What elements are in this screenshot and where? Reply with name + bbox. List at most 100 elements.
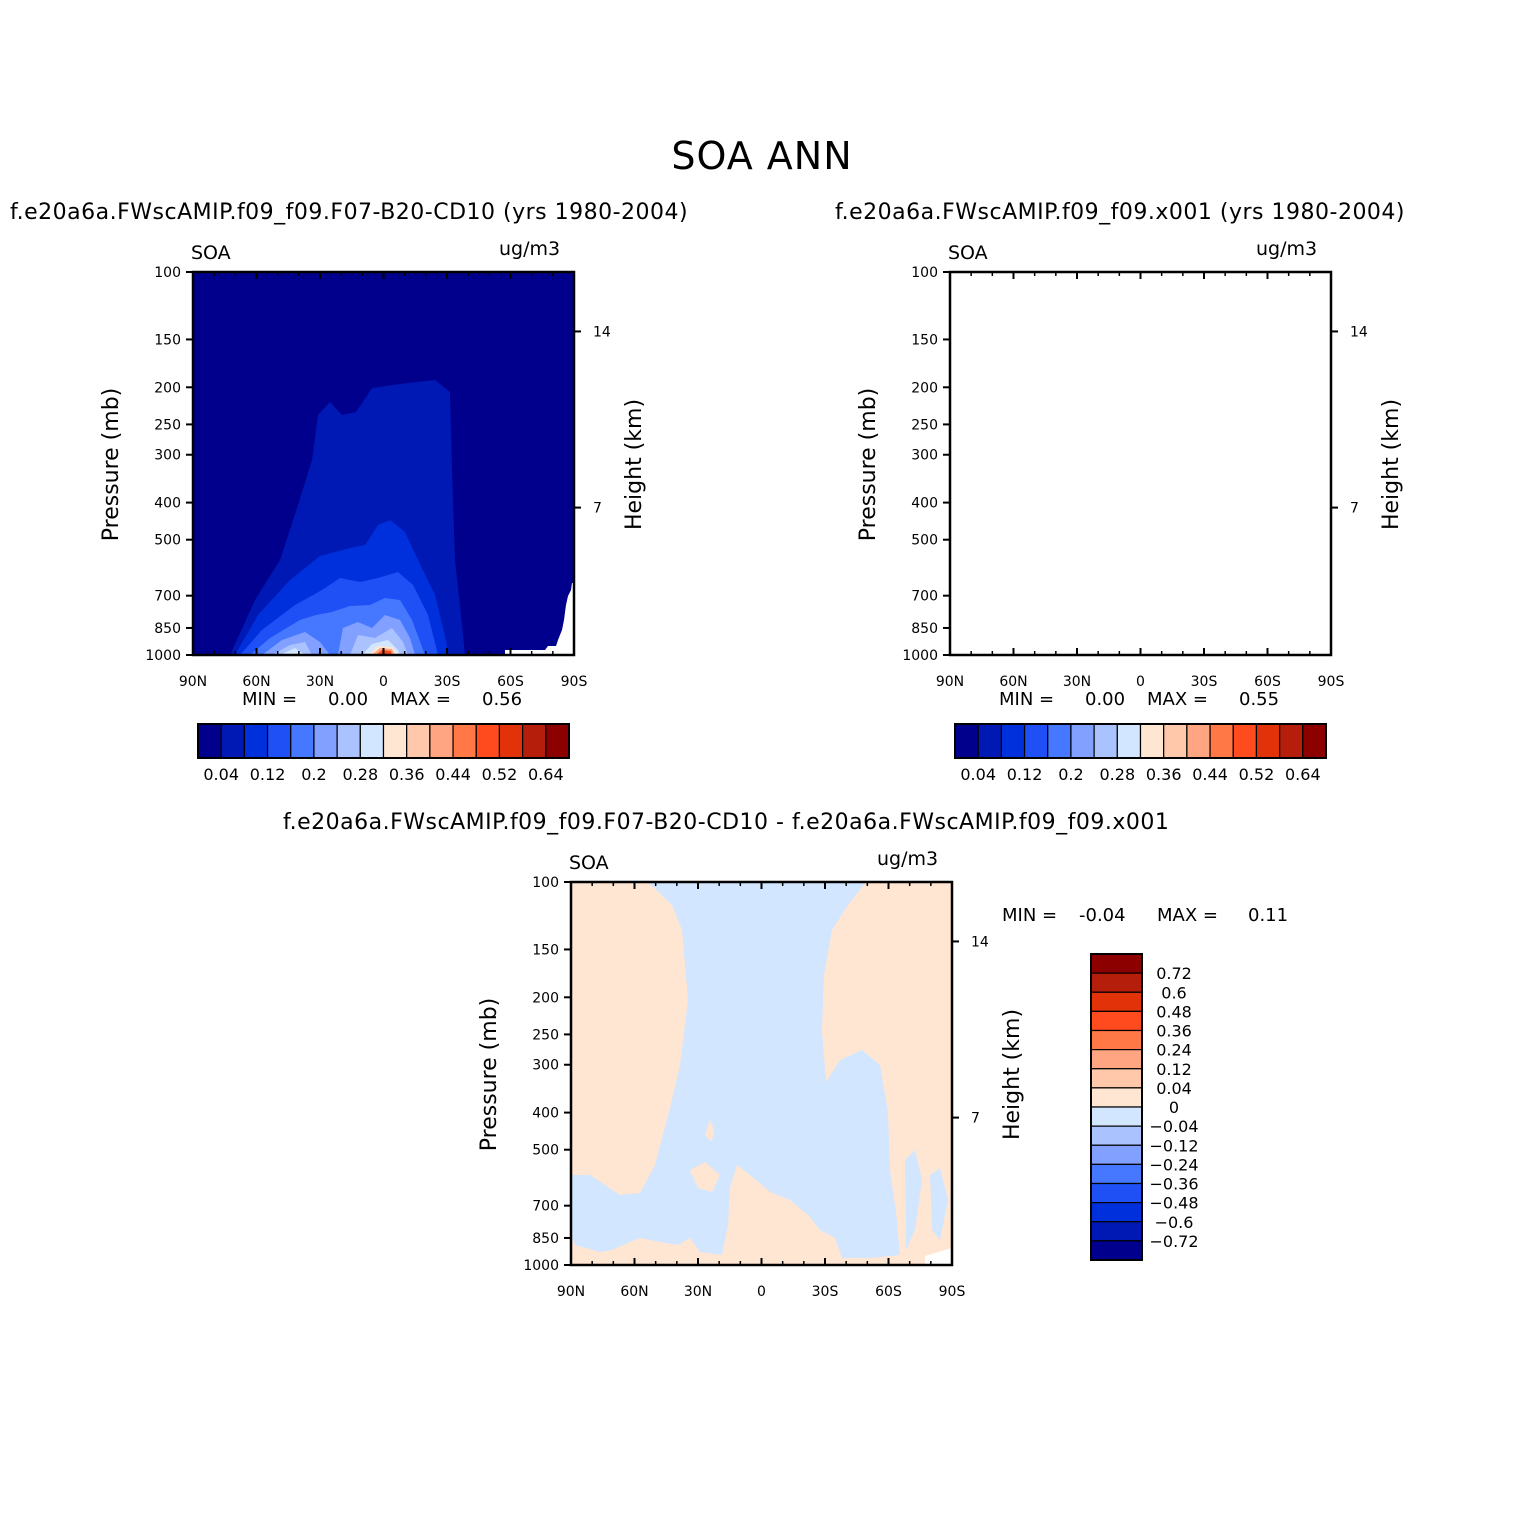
panel2-ytick-label: 300 — [911, 448, 938, 464]
panel3-max-value: 0.11 — [1248, 905, 1289, 926]
panel1-ytick-label: 400 — [154, 496, 181, 512]
panel2-level-4 — [1007, 598, 1182, 655]
panel2-level-6 — [1029, 628, 1165, 655]
panel2-level-2 — [992, 520, 1205, 655]
panel2-xtick-label: 30S — [1191, 674, 1218, 690]
panel2-missing-ground — [1262, 583, 1332, 656]
panel1-ylabel: Pressure (mb) — [99, 388, 124, 542]
panel1-level-7 — [280, 640, 400, 655]
panel1-ytick-label: 700 — [154, 589, 181, 605]
panel3-ytick-label: 200 — [532, 990, 559, 1006]
panel2-contours — [950, 272, 1332, 656]
panel3-colorbar-label: 0.6 — [1161, 983, 1186, 1002]
panel1-colorbar-box — [382, 723, 408, 759]
panel3-min-label: MIN = — [1002, 905, 1058, 926]
panel2-colorbar-box — [1186, 723, 1211, 759]
panel3-contours — [571, 882, 952, 1265]
panel2-colorbar-box — [1023, 723, 1049, 759]
panel1-colorbar-label: 0.28 — [343, 765, 379, 784]
panel2-right-tick-label: 14 — [1350, 324, 1368, 340]
panel1-xtick-label: 60S — [497, 674, 524, 690]
panel1-max-label: MAX = — [390, 689, 451, 710]
panel2-colorbar-label: 0.44 — [1192, 765, 1228, 784]
panel3-ytick-label: 500 — [532, 1143, 559, 1159]
panel2-colorbar-box — [1232, 723, 1258, 759]
panel3-colorbar-label: −0.48 — [1149, 1194, 1198, 1213]
panel3-title: f.e20a6a.FWscAMIP.f09_f09.F07-B20-CD10 -… — [283, 810, 1170, 835]
panel3-colorbar-box — [1090, 1144, 1143, 1165]
panel2-xtick-label: 90S — [1318, 674, 1345, 690]
panel2-max-label: MAX = — [1147, 689, 1208, 710]
panel3-colorbar-label: −0.04 — [1149, 1117, 1198, 1136]
panel2-colorbar-box — [1116, 723, 1142, 759]
panel2-level-1 — [987, 380, 1222, 655]
panel3-ytick-label: 850 — [532, 1231, 559, 1247]
panel3-max-label: MAX = — [1157, 905, 1218, 926]
panel3-ylabel: Pressure (mb) — [477, 998, 502, 1152]
panel1-title: f.e20a6a.FWscAMIP.f09_f09.F07-B20-CD10 (… — [10, 200, 689, 225]
panel1-colorbar-box — [266, 723, 292, 759]
panel1-colorbar-frame — [197, 723, 570, 759]
panel3-colorbar-box — [1090, 1106, 1143, 1127]
panel2-colorbar-frame — [954, 723, 1327, 759]
panel3-colorbar-box — [1090, 1049, 1143, 1070]
panel3-colorbar-box — [1090, 1182, 1143, 1204]
panel2-level-3 — [997, 572, 1195, 655]
panel2-title: f.e20a6a.FWscAMIP.f09_f09.x001 (yrs 1980… — [835, 200, 1406, 225]
panel1-xtick-label: 60N — [242, 674, 270, 690]
panel1-ytick-label: 100 — [154, 265, 181, 281]
panel3-colorbar-frame — [1090, 953, 1143, 1261]
panel2-ytick-label: 500 — [911, 533, 938, 549]
panel2-level-7 — [1037, 640, 1157, 655]
panel3-right-tick-label: 7 — [971, 1111, 980, 1127]
panel2-colorbar-label: 0.28 — [1100, 765, 1136, 784]
panel3-colorbar-label: 0.04 — [1156, 1079, 1192, 1098]
panel3-colorbar-box — [1090, 953, 1143, 974]
panel2-colorbar-label: 0.36 — [1146, 765, 1182, 784]
panel2-ytick-label: 700 — [911, 589, 938, 605]
panel1-ytick-label: 200 — [154, 380, 181, 396]
panel3-ytick-label: 1000 — [523, 1258, 559, 1274]
panel1-colorbar-label: 0.44 — [435, 765, 471, 784]
panel3-colorbar-label: −0.24 — [1149, 1155, 1198, 1174]
panel2-ytick-label: 400 — [911, 496, 938, 512]
panel2-colorbar-box — [1255, 723, 1281, 759]
panel2-colorbar-box — [954, 723, 979, 759]
panel1-units-label: ug/m3 — [499, 238, 561, 260]
panel3-ytick-label: 100 — [532, 875, 559, 891]
panel1-colorbar-box — [290, 723, 315, 759]
panel1-ylabel-right: Height (km) — [622, 399, 647, 530]
panel3-ylabel-right: Height (km) — [1000, 1009, 1025, 1140]
panel3-colorbar-box — [1090, 1202, 1143, 1223]
panel2-colorbar-box — [1093, 723, 1118, 759]
panel3-xtick-label: 30S — [812, 1284, 839, 1300]
panel3-colorbar-label: 0.72 — [1156, 964, 1192, 983]
panel1-colorbar-box — [498, 723, 524, 759]
panel2-colorbar-box — [1047, 723, 1072, 759]
panel1-colorbar-box — [313, 723, 338, 759]
panel3-negative-patch-2 — [620, 1205, 634, 1240]
panel1-colorbar-label: 0.04 — [203, 765, 239, 784]
panel1-colorbar-box — [452, 723, 477, 759]
panel3-missing-ground — [925, 1248, 952, 1265]
panel2-level-5 — [1019, 615, 1172, 655]
panel1-variable-label: SOA — [191, 242, 231, 264]
panel1-xtick-label: 90S — [561, 674, 588, 690]
panel2-ylabel: Pressure (mb) — [856, 388, 881, 542]
panel3-xtick-label: 0 — [757, 1284, 766, 1300]
panel1-ytick-label: 300 — [154, 448, 181, 464]
panel3-colorbar-box — [1090, 1087, 1143, 1108]
panel3-positive-patch-3 — [690, 1162, 720, 1192]
panel1-colorbar-label: 0.12 — [250, 765, 286, 784]
panel3-colorbar-box — [1090, 1163, 1143, 1185]
panel3-colorbar-box — [1090, 1010, 1143, 1032]
panel3-min-value: -0.04 — [1079, 905, 1126, 926]
panel2-colorbar-box — [1139, 723, 1165, 759]
panel3-colorbar-label: −0.36 — [1149, 1175, 1198, 1194]
panel1-colorbar-box — [406, 723, 431, 759]
panel1-min-value: 0.00 — [328, 689, 369, 710]
panel3-colorbar-box — [1090, 1221, 1143, 1242]
panel2-ytick-label: 150 — [911, 332, 938, 348]
panel1-max-value: 0.56 — [482, 689, 523, 710]
panel1-colorbar-box — [522, 723, 547, 759]
